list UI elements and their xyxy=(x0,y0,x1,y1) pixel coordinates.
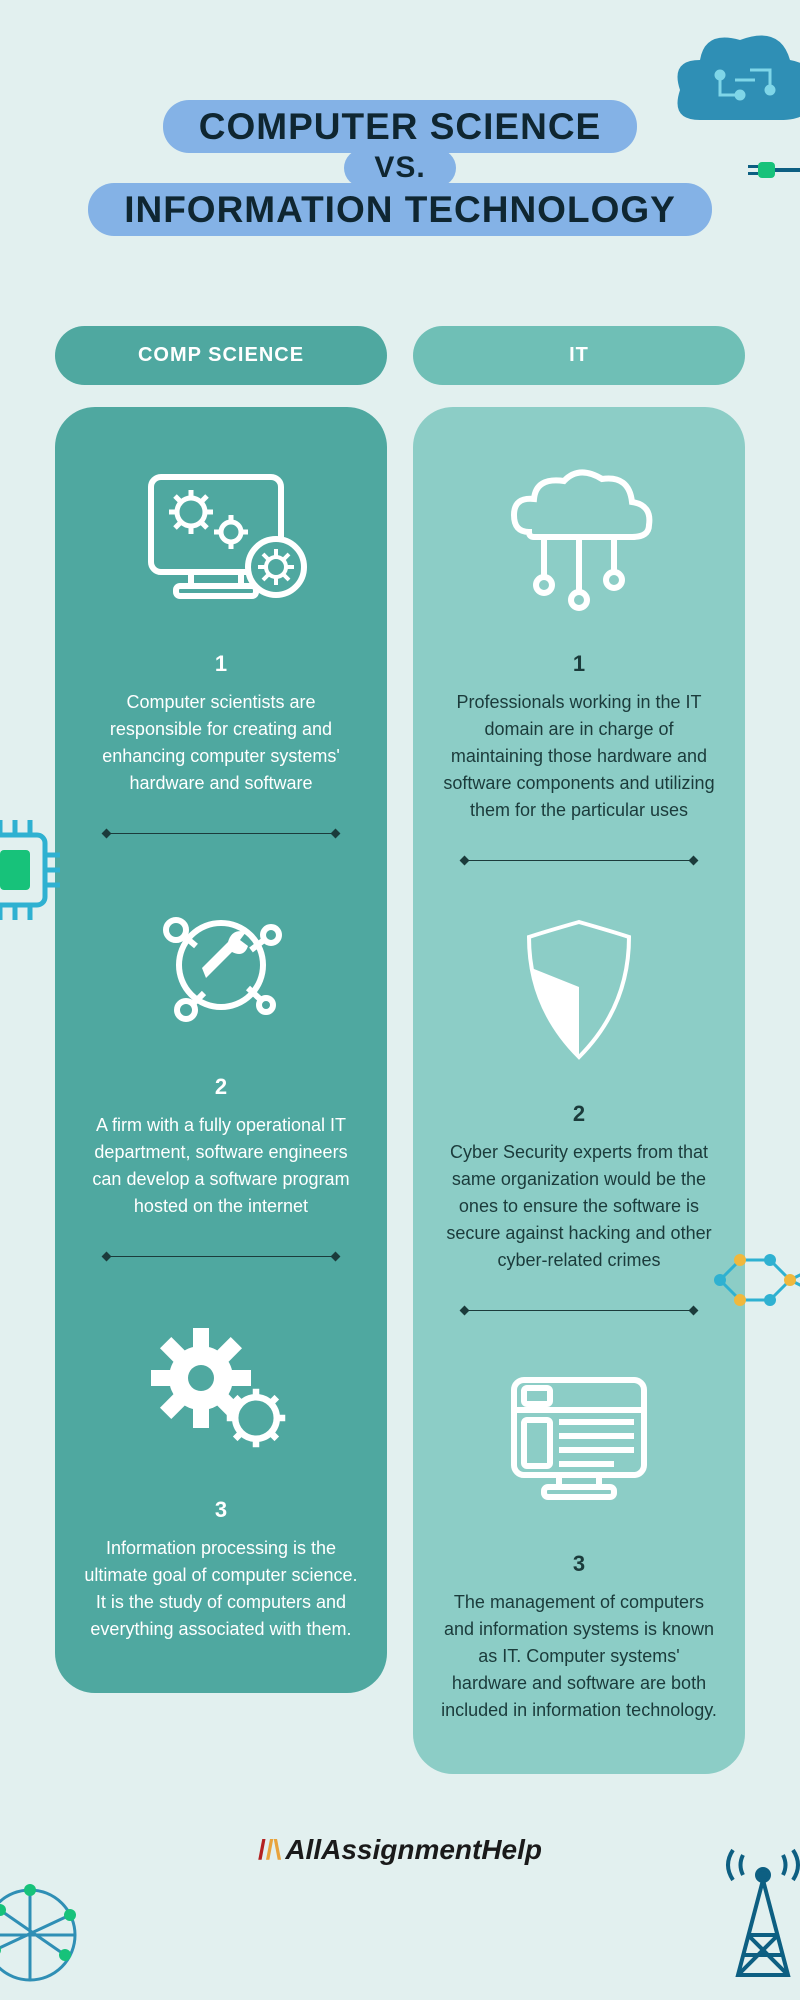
gears-icon xyxy=(83,1293,359,1483)
cloud-circuit-icon xyxy=(650,20,800,140)
divider xyxy=(106,1256,336,1257)
brand-slashes-icon: //\ xyxy=(258,1834,281,1865)
column-comp-science: COMP SCIENCE 1 xyxy=(55,326,387,1774)
wrench-network-icon xyxy=(83,870,359,1060)
comparison-columns: COMP SCIENCE 1 xyxy=(0,326,800,1774)
item-text: A firm with a fully operational IT depar… xyxy=(83,1112,359,1220)
item-number: 2 xyxy=(83,1074,359,1100)
column-header-right: IT xyxy=(413,326,745,385)
divider xyxy=(464,860,694,861)
shield-icon xyxy=(441,897,717,1087)
footer-brand: //\AllAssignmentHelp xyxy=(0,1834,800,1866)
chip-icon xyxy=(0,800,70,940)
column-it: IT 1 Professionals working in the IT dom… xyxy=(413,326,745,1774)
title-line2: VS. xyxy=(374,153,425,183)
monitor-gears-icon xyxy=(83,447,359,637)
item-number: 3 xyxy=(441,1551,717,1577)
monitor-lines-icon xyxy=(441,1347,717,1537)
divider xyxy=(106,833,336,834)
infographic-page: COMPUTER SCIENCE VS. INFORMATION TECHNOL… xyxy=(0,0,800,2000)
network-globe-icon xyxy=(0,1870,120,1990)
item-text: Computer scientists are responsible for … xyxy=(83,689,359,797)
title-line1: COMPUTER SCIENCE xyxy=(199,108,601,145)
molecule-icon xyxy=(700,1230,800,1330)
item-number: 2 xyxy=(441,1101,717,1127)
title-line3: INFORMATION TECHNOLOGY xyxy=(124,191,676,228)
column-header-left: COMP SCIENCE xyxy=(55,326,387,385)
signal-tower-icon xyxy=(708,1840,800,1980)
column-body-right: 1 Professionals working in the IT domain… xyxy=(413,407,745,1774)
divider xyxy=(464,1310,694,1311)
item-text: Information processing is the ultimate g… xyxy=(83,1535,359,1643)
item-text: Cyber Security experts from that same or… xyxy=(441,1139,717,1274)
item-number: 3 xyxy=(83,1497,359,1523)
plug-icon xyxy=(730,150,800,190)
item-text: Professionals working in the IT domain a… xyxy=(441,689,717,824)
item-number: 1 xyxy=(441,651,717,677)
column-body-left: 1 Computer scientists are responsible fo… xyxy=(55,407,387,1693)
cloud-network-icon xyxy=(441,447,717,637)
item-text: The management of computers and informat… xyxy=(441,1589,717,1724)
brand-text: AllAssignmentHelp xyxy=(285,1834,542,1865)
item-number: 1 xyxy=(83,651,359,677)
